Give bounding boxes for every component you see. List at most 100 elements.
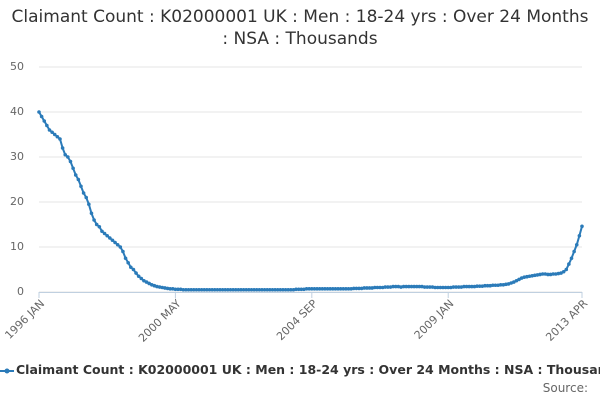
data-point [136,274,141,279]
data-point [118,245,123,249]
data-point [435,285,440,290]
data-point [580,224,584,229]
data-point [79,184,83,189]
data-point [84,195,89,200]
data-point [139,276,144,281]
data-point [94,222,99,227]
data-point [205,287,209,292]
series-line [38,111,583,291]
y-tick-label: 20 [10,195,24,208]
data-point [577,233,582,238]
data-point [239,287,243,292]
data-point [66,155,70,159]
data-point [417,284,422,289]
data-point [362,286,367,290]
x-tick-label: 2009 JAN [412,297,457,342]
data-point [181,287,186,292]
data-point [42,119,47,123]
data-point [317,287,322,291]
data-point [176,287,180,292]
data-point [569,256,574,261]
data-point [428,285,432,289]
data-point [126,260,130,265]
data-point [341,287,346,291]
data-point [212,287,217,292]
data-point [207,287,212,292]
data-point [202,287,207,292]
data-point [134,271,138,275]
data-point [58,137,62,141]
data-point [121,249,125,254]
data-point [286,287,291,292]
data-point [344,287,348,291]
data-point [441,285,445,290]
data-point [333,287,338,291]
data-point [113,240,117,245]
data-point [249,287,254,292]
data-point [252,287,256,292]
data-point [262,287,267,292]
data-point [320,287,325,291]
data-point [73,173,78,177]
data-point [462,284,466,289]
data-point [493,283,498,288]
data-point [433,285,437,290]
data-point [215,287,220,292]
data-point [260,287,264,292]
data-point [173,287,178,292]
data-point [414,284,419,289]
data-point [367,286,372,290]
data-point [283,287,288,292]
data-point [346,287,351,291]
data-point [391,284,395,289]
data-point [220,287,225,292]
data-point [63,152,68,157]
data-point [401,284,406,289]
data-point [567,262,571,266]
data-point [223,287,228,292]
data-point [273,287,277,292]
y-tick-label: 50 [10,60,24,73]
data-point [446,285,451,290]
data-point [393,284,398,289]
data-point [323,287,327,291]
data-point [407,284,411,289]
data-point [470,284,474,289]
data-point [483,283,487,288]
data-point [89,211,94,216]
data-point [464,284,469,289]
data-point [338,287,343,291]
data-point [475,284,479,288]
data-point [244,287,249,292]
data-point [540,272,545,276]
data-point [498,283,503,287]
data-point [194,287,199,292]
data-point [123,256,128,261]
data-point [105,233,110,238]
data-point [375,285,380,290]
data-point [191,287,196,292]
x-tick-label: 2013 APR [543,297,590,344]
data-point [383,285,388,289]
data-point [315,287,319,291]
data-point [254,287,259,292]
data-point [108,236,112,240]
data-point [451,285,456,289]
data-point [330,287,335,291]
data-point [425,285,430,289]
data-point [102,231,107,236]
data-point [68,159,73,164]
data-point [325,287,330,291]
data-point [247,287,251,292]
data-point [184,287,188,292]
x-tick-label: 2000 MAY [136,297,184,345]
data-point [456,285,461,289]
data-point [278,287,283,292]
y-tick-label: 0 [17,285,24,298]
x-tick-label: 1996 JAN [2,297,47,342]
data-point [281,287,285,292]
data-point [310,287,314,291]
data-point [189,287,193,292]
data-point [312,287,317,291]
